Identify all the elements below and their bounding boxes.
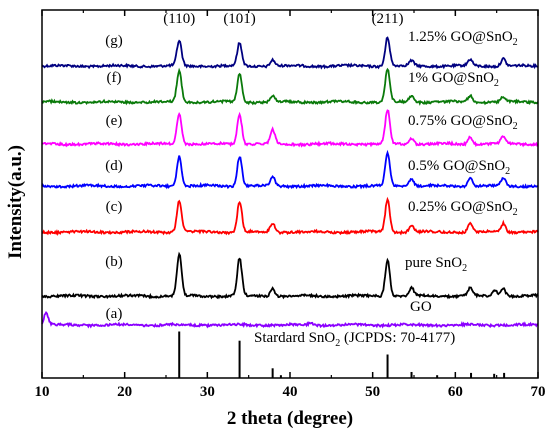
series-line-6 <box>41 310 539 329</box>
series-line-3 <box>41 149 539 190</box>
series-name: pure SnO2 <box>405 255 467 274</box>
x-tick-label: 50 <box>365 384 380 400</box>
peak-label: (101) <box>223 11 256 27</box>
series-line-4 <box>41 196 539 237</box>
series-name: 0.25% GO@SnO2 <box>408 199 518 218</box>
y-axis-title: Intensity(a.u.) <box>5 145 26 259</box>
series-letter: (a) <box>106 306 123 322</box>
series-line-2 <box>41 109 539 148</box>
x-tick-label: 10 <box>35 384 50 400</box>
reference-sticks <box>178 331 506 378</box>
x-tick-label: 30 <box>200 384 215 400</box>
series-line-1 <box>41 67 539 106</box>
peak-label: (211) <box>372 11 404 27</box>
x-tick-label: 40 <box>283 384 298 400</box>
series-name: GO <box>410 299 432 315</box>
axes: 10 20 30 40 50 60 70 <box>35 9 546 400</box>
series-labels: (g) 1.25% GO@SnO2 (f) 1% GO@SnO2 (e) 0.75% GO… <box>105 11 517 349</box>
x-axis-title: 2 theta (degree) <box>227 408 353 429</box>
series-letter: (c) <box>106 199 123 215</box>
series-letter: (f) <box>107 70 122 86</box>
series-name: 0.75% GO@SnO2 <box>408 113 518 132</box>
x-tick-label: 60 <box>448 384 463 400</box>
series-letter: (g) <box>105 33 123 49</box>
series-name: 1.25% GO@SnO2 <box>408 29 518 48</box>
series-line-0 <box>41 36 539 70</box>
series-letter: (b) <box>105 254 123 270</box>
x-tick-label: 20 <box>117 384 132 400</box>
series-line-5 <box>41 251 539 300</box>
xrd-traces <box>41 36 539 329</box>
series-name: 0.5% GO@SnO2 <box>408 158 510 177</box>
series-name: 1% GO@SnO2 <box>408 70 499 89</box>
peak-label: (110) <box>163 11 195 27</box>
reference-label: Stardard SnO2 (JCPDS: 70-4177) <box>254 330 455 349</box>
x-tick-label: 70 <box>531 384 546 400</box>
series-letter: (e) <box>106 113 123 129</box>
series-letter: (d) <box>105 158 123 174</box>
